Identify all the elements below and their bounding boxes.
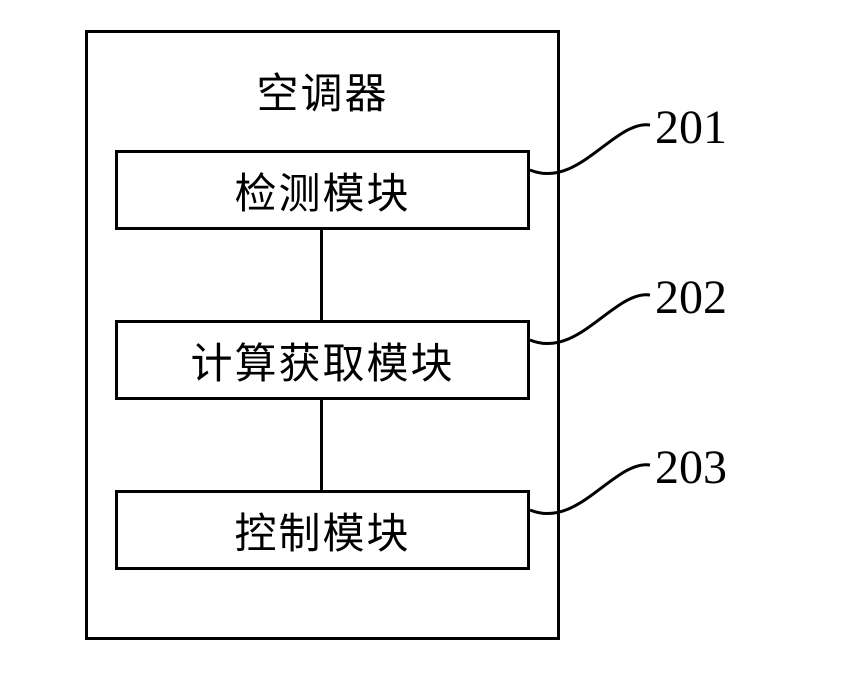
- connector-2-3: [320, 400, 323, 490]
- module-calc-fetch-label: 计算获取模块: [190, 330, 454, 391]
- module-control-label: 控制模块: [234, 500, 410, 561]
- label-201: 201: [655, 100, 727, 155]
- module-detection-label: 检测模块: [234, 160, 410, 221]
- module-detection: 检测模块: [115, 150, 530, 230]
- connector-1-2: [320, 230, 323, 320]
- module-calc-fetch: 计算获取模块: [115, 320, 530, 400]
- diagram-title: 空调器: [85, 60, 560, 121]
- module-control: 控制模块: [115, 490, 530, 570]
- label-203: 203: [655, 440, 727, 495]
- label-202: 202: [655, 270, 727, 325]
